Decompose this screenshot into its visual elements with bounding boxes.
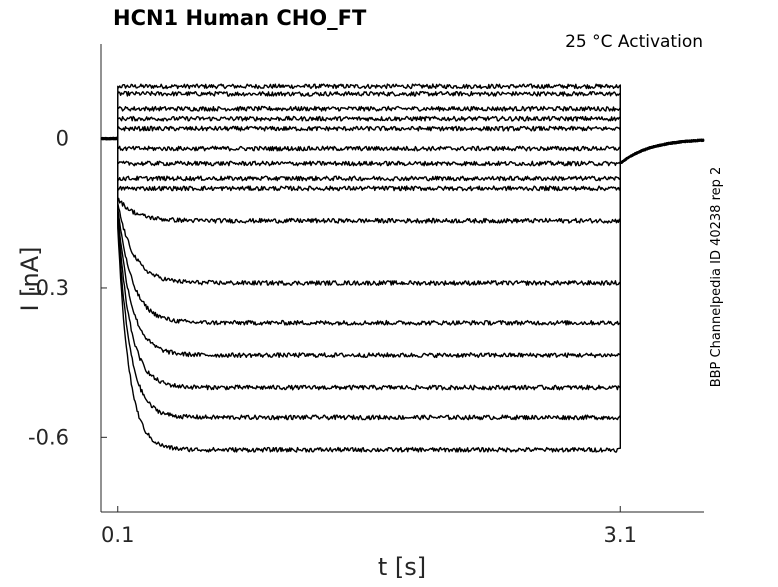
current-trace	[100, 115, 704, 165]
y-tick-label: 0	[56, 127, 69, 151]
current-trace	[100, 136, 705, 391]
current-trace	[100, 125, 705, 165]
current-trace	[100, 136, 705, 167]
ticks: 0 -0.3 -0.6 0.1 3.1	[28, 127, 637, 547]
current-trace	[100, 83, 705, 165]
chart-title: HCN1 Human CHO_FT	[113, 6, 367, 30]
current-trace	[100, 136, 705, 286]
current-trace	[100, 136, 705, 182]
axes	[100, 44, 704, 513]
current-trace	[100, 137, 705, 359]
y-tick-label: -0.3	[28, 276, 69, 300]
traces	[100, 83, 705, 453]
y-axis-label: I [nA]	[16, 246, 44, 311]
x-tick-label: 3.1	[604, 523, 637, 547]
current-trace	[100, 105, 705, 165]
current-trace	[100, 137, 705, 326]
current-trace	[100, 90, 705, 165]
current-trace	[100, 137, 705, 224]
x-axis-label: t [s]	[378, 553, 426, 581]
chart-subtitle: 25 °C Activation	[565, 32, 703, 52]
x-tick-label: 0.1	[101, 523, 134, 547]
current-trace	[100, 136, 704, 453]
y-tick-label: -0.6	[28, 425, 69, 449]
current-trace	[100, 136, 705, 421]
current-trace	[100, 136, 705, 192]
source-note: BBP Channelpedia ID 40238 rep 2	[709, 167, 724, 388]
current-trace	[100, 136, 705, 165]
